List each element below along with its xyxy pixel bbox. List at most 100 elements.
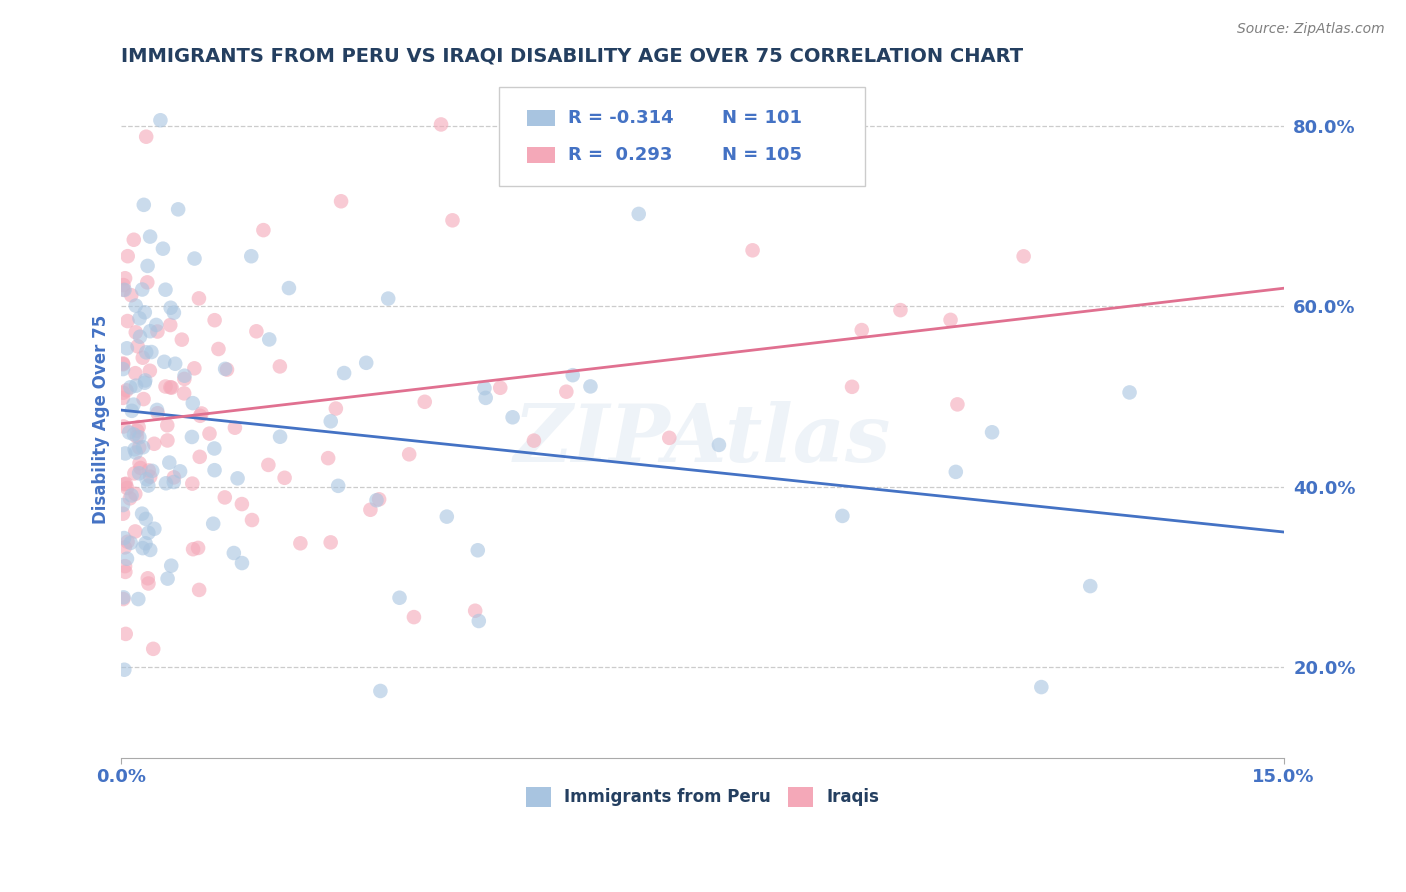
Point (173, 368, 195, 383)
Point (122, 233, 145, 247)
Point (128, 430, 150, 444)
Point (125, 429, 148, 443)
Point (128, 467, 150, 481)
Point (120, 536, 142, 550)
Point (128, 311, 150, 326)
Point (946, 397, 969, 411)
Point (889, 303, 911, 318)
Point (160, 381, 183, 395)
Point (939, 313, 962, 327)
Point (467, 543, 489, 558)
Point (121, 488, 143, 502)
Point (112, 357, 135, 371)
Point (117, 249, 139, 263)
Point (231, 497, 253, 511)
Point (114, 565, 136, 579)
Point (114, 627, 136, 641)
Point (841, 380, 863, 394)
Point (114, 477, 136, 491)
Point (489, 381, 512, 395)
Point (125, 424, 148, 438)
Point (135, 345, 157, 359)
Point (226, 471, 249, 485)
Point (117, 534, 139, 549)
Point (707, 438, 730, 452)
Y-axis label: Disability Age Over 75: Disability Age Over 75 (93, 315, 110, 524)
Point (190, 407, 212, 421)
Point (1118, 385, 1140, 400)
Point (125, 445, 148, 459)
Point (114, 271, 136, 285)
Point (370, 684, 392, 698)
Point (111, 391, 134, 405)
Point (118, 491, 141, 506)
Point (240, 249, 263, 263)
Point (181, 476, 204, 491)
Point (141, 464, 163, 478)
Point (135, 536, 157, 550)
Point (278, 281, 301, 295)
Point (269, 359, 291, 374)
Point (252, 223, 274, 237)
Point (124, 524, 146, 539)
Point (202, 516, 225, 531)
Point (159, 301, 181, 315)
Point (112, 592, 135, 607)
Point (125, 378, 148, 392)
Point (121, 404, 143, 418)
Point (245, 324, 267, 338)
Point (115, 476, 138, 491)
Point (163, 306, 186, 320)
Point (155, 283, 177, 297)
Point (163, 475, 186, 489)
Point (111, 507, 134, 521)
Point (561, 368, 583, 383)
Point (224, 420, 246, 434)
Point (115, 551, 138, 566)
Point (136, 478, 159, 492)
Point (181, 542, 204, 557)
Point (138, 525, 160, 540)
Point (523, 434, 546, 448)
Point (173, 372, 195, 386)
Point (402, 610, 425, 624)
Point (851, 323, 873, 337)
Point (131, 541, 153, 555)
Point (183, 361, 205, 376)
Point (231, 556, 253, 570)
Point (134, 305, 156, 319)
Point (124, 366, 146, 380)
Point (114, 446, 136, 460)
Point (204, 313, 226, 327)
Point (319, 535, 342, 549)
Point (831, 508, 853, 523)
Point (273, 471, 295, 485)
Point (153, 355, 176, 369)
Point (198, 426, 221, 441)
Point (173, 386, 195, 401)
Point (187, 291, 209, 305)
Text: N = 105: N = 105 (723, 146, 803, 164)
Point (145, 318, 167, 332)
Text: N = 101: N = 101 (723, 109, 803, 127)
Point (269, 430, 291, 444)
Point (139, 324, 162, 338)
Point (316, 451, 339, 466)
Point (122, 427, 145, 442)
Point (204, 463, 226, 477)
Point (658, 431, 681, 445)
Point (333, 366, 356, 380)
Point (120, 288, 142, 302)
Point (141, 345, 163, 359)
Point (290, 536, 312, 550)
Point (112, 591, 135, 605)
Point (139, 229, 162, 244)
Point (240, 513, 263, 527)
Point (502, 410, 524, 425)
Point (138, 463, 160, 477)
Point (128, 441, 150, 455)
Point (132, 392, 155, 406)
Point (981, 425, 1004, 440)
Point (156, 434, 179, 448)
Point (135, 129, 157, 144)
